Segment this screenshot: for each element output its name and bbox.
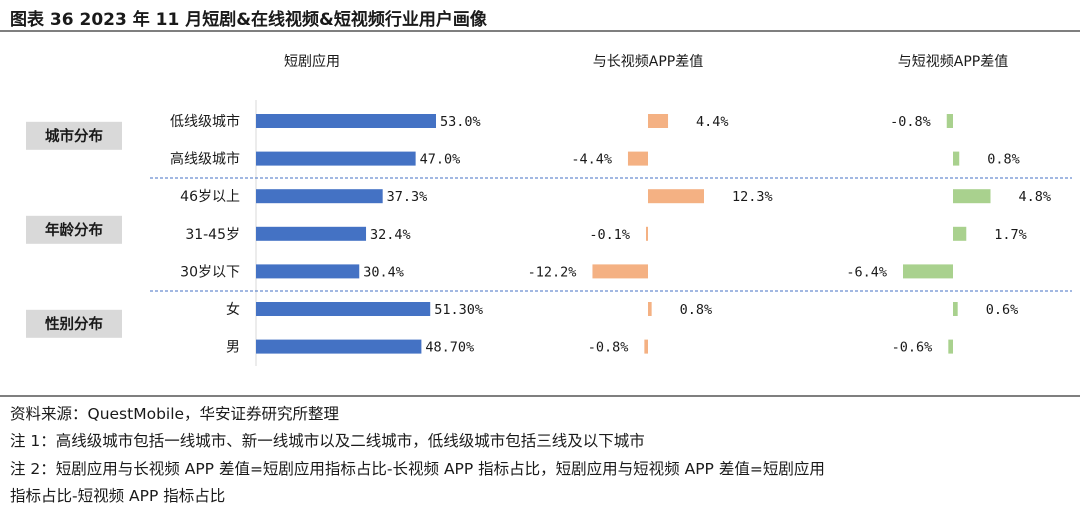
bar [646,226,648,241]
data-label: -0.8% [588,340,629,356]
data-label: -6.4% [846,264,887,280]
data-label: 37.3% [387,189,428,205]
chart: 短剧应用 53.0% 47.0% 37.3% 32.4% 30.4% 51.30% 48.70… [26,53,1072,366]
data-label: 48.70% [425,340,474,356]
panel-title: 与长视频APP差值 [593,54,703,70]
data-label: 12.3% [732,189,773,205]
bar [948,339,953,354]
data-label: 0.6% [986,302,1019,318]
bar [256,189,383,204]
bar [953,189,991,204]
source-note: 资料来源：QuestMobile，华安证券研究所整理 [10,405,340,423]
bar [946,114,953,128]
bottom-rule [0,395,1080,397]
bar [903,264,953,279]
data-label: 4.4% [696,114,729,130]
bar [953,151,960,166]
data-label: -12.2% [528,264,577,280]
panel-title: 与短视频APP差值 [898,54,1008,70]
data-label: 0.8% [680,302,713,318]
bar [953,226,967,241]
category-label: 30岁以下 [180,264,240,280]
bar [256,114,436,128]
data-label: -0.8% [890,114,931,130]
note-2: 注 2：短剧应用与长视频 APP 差值=短剧应用指标占比-长视频 APP 指标占… [10,460,825,478]
category-label: 女 [226,301,240,318]
bar [256,339,422,354]
data-label: 4.8% [1019,189,1052,205]
category-label: 低线级城市 [170,113,240,130]
bar [648,302,652,316]
note-1: 注 1：高线级城市包括一线城市、新一线城市以及二线城市，低线级城市包括三线及以下… [10,432,645,450]
group-label: 性别分布 [45,315,103,333]
data-label: 1.7% [994,227,1027,243]
group-box [26,309,122,338]
data-label: -0.6% [892,340,933,356]
bar [627,151,648,166]
category-label: 31-45岁 [185,227,240,243]
top-rule [0,30,1080,32]
bar [644,339,648,354]
data-label: 51.30% [434,302,483,318]
data-label: -0.1% [589,227,630,243]
bar [592,264,648,279]
data-label: -4.4% [571,152,612,168]
panel-title: 短剧应用 [284,53,340,70]
bar [256,151,416,166]
group-box [26,215,122,244]
data-label: 53.0% [440,114,481,130]
category-label: 高线级城市 [170,151,240,168]
category-label: 男 [226,340,240,356]
data-label: 30.4% [363,264,404,280]
bar [953,302,958,316]
group-box [26,121,122,150]
bar [256,264,360,279]
data-label: 0.8% [987,152,1020,168]
bar [256,226,367,241]
category-label: 46岁以上 [180,189,240,205]
data-label: 47.0% [420,152,461,168]
note-2-cont: 指标占比-短视频 APP 指标占比 [10,487,226,505]
figure-title: 图表 36 2023 年 11 月短剧&在线视频&短视频行业用户画像 [10,10,487,30]
group-label: 年龄分布 [45,221,103,239]
bar [256,302,431,316]
bar [648,189,704,204]
data-label: 32.4% [370,227,411,243]
bar [648,114,669,128]
group-label: 城市分布 [45,127,103,145]
